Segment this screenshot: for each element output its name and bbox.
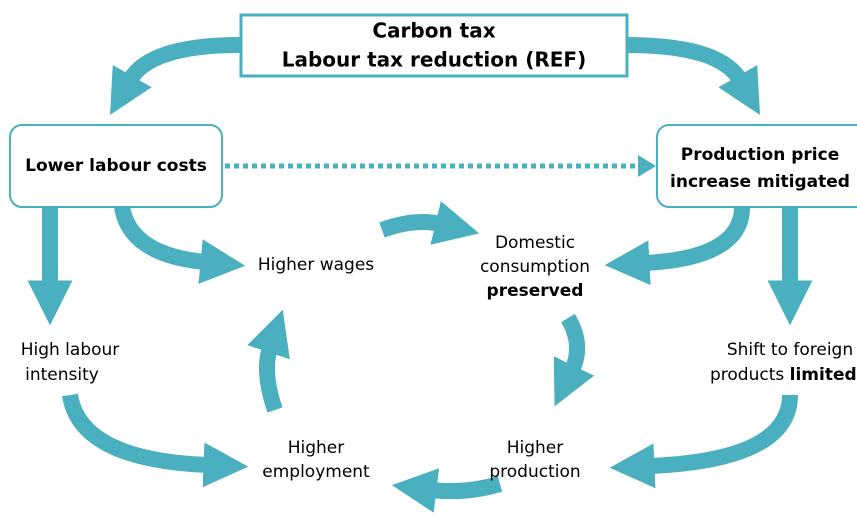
arrow	[62, 393, 249, 488]
right-box	[656, 124, 857, 208]
node-emphasis: limited	[790, 365, 857, 385]
right-box-line: Production price	[681, 145, 840, 165]
top-box-line: Carbon tax	[372, 19, 495, 43]
arrow	[247, 309, 290, 413]
arrow	[391, 468, 503, 513]
node-emphasis: preserved	[487, 281, 584, 301]
node-label: Higher	[288, 438, 345, 458]
arrow	[379, 201, 480, 245]
node-label: employment	[262, 462, 370, 482]
node-label-part: products	[710, 365, 784, 385]
arrow	[609, 394, 798, 489]
node-label: products limited	[710, 365, 857, 385]
arrowhead	[638, 155, 656, 177]
node-label: consumption	[480, 257, 590, 277]
node-label: Higher	[507, 438, 564, 458]
left-box-label: Lower labour costs	[25, 156, 207, 176]
arrow	[604, 206, 750, 286]
arrows	[27, 37, 813, 513]
top-box-line: Labour tax reduction (REF)	[282, 48, 586, 72]
node-label: High labour	[21, 340, 120, 360]
top-box	[239, 13, 629, 78]
node-label: Domestic	[495, 233, 575, 253]
arrow	[109, 37, 241, 115]
arrow	[553, 313, 595, 407]
left-box	[9, 124, 223, 208]
node-label: intensity	[25, 365, 99, 385]
arrow	[114, 205, 246, 284]
node-label: Shift to foreign	[727, 340, 853, 360]
right-box-line: increase mitigated	[670, 172, 850, 192]
node-label: Higher wages	[258, 255, 374, 275]
arrow	[626, 37, 761, 115]
node-label: production	[489, 462, 580, 482]
